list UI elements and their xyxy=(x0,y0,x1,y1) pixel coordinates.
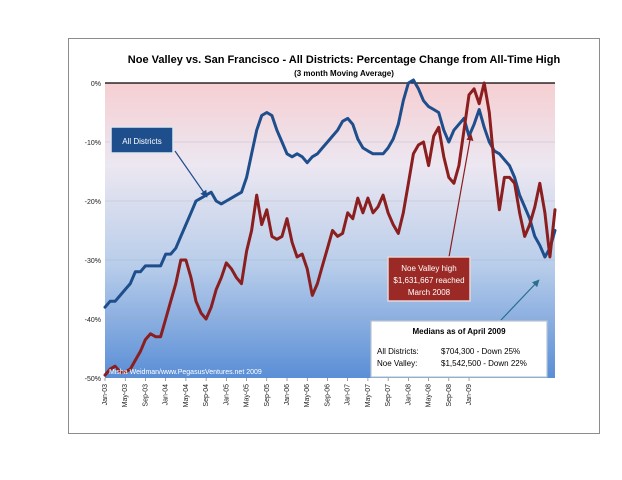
chart-frame: Noe Valley vs. San Francisco - All Distr… xyxy=(68,38,600,434)
medians-label-noe: Noe Valley: xyxy=(377,359,417,368)
all-districts-line xyxy=(103,78,557,309)
medians-label-all: All Districts: xyxy=(377,347,419,356)
x-axis-ticks: Jan-03 May-03 Sep-03 Jan-04 May-04 Sep-04 Jan-… xyxy=(102,378,473,407)
plot-area xyxy=(103,78,557,378)
noe-high-line-2: $1,631,667 reached xyxy=(393,276,464,285)
x-tick-label: Sep-04 xyxy=(203,384,210,407)
x-tick-label: May-08 xyxy=(426,384,433,407)
noe-high-line-3: March 2008 xyxy=(408,288,451,297)
chart-subtitle: (3 month Moving Average) xyxy=(294,69,394,78)
y-tick-label: -50% xyxy=(85,376,101,383)
credit-text: Misha Weidman/www.PegasusVentures.net 20… xyxy=(109,369,262,376)
y-tick-label: -20% xyxy=(85,199,101,206)
y-tick-label: 0% xyxy=(91,81,101,88)
annotation-noe-high: Noe Valley high $1,631,667 reached March… xyxy=(387,133,474,302)
x-tick-label: May-06 xyxy=(304,384,311,407)
chart-svg: Noe Valley vs. San Francisco - All Distr… xyxy=(85,54,561,407)
chart-title: Noe Valley vs. San Francisco - All Distr… xyxy=(128,54,561,66)
x-tick-label: Jan-03 xyxy=(102,384,109,406)
x-tick-label: May-07 xyxy=(365,384,372,407)
y-tick-label: -30% xyxy=(85,258,101,265)
noe-high-arrow xyxy=(448,133,474,258)
noe-high-line-1: Noe Valley high xyxy=(401,264,456,273)
y-tick-label: -10% xyxy=(85,140,101,147)
x-tick-label: May-04 xyxy=(183,384,190,407)
x-tick-label: Jan-07 xyxy=(345,384,352,406)
x-tick-label: Sep-08 xyxy=(446,384,453,407)
annotation-all-districts: All Districts xyxy=(110,126,208,198)
x-tick-label: Jan-09 xyxy=(466,384,473,406)
all-districts-box-label: All Districts xyxy=(122,137,162,146)
series-lines xyxy=(103,78,557,377)
x-tick-label: May-03 xyxy=(122,384,129,407)
medians-value-all: $704,300 - Down 25% xyxy=(441,347,520,356)
all-districts-arrow xyxy=(174,150,208,198)
y-tick-label: -40% xyxy=(85,317,101,324)
x-tick-label: Sep-05 xyxy=(264,384,271,407)
all-districts-box xyxy=(110,126,174,154)
x-tick-label: May-05 xyxy=(244,384,251,407)
annotation-medians: Medians as of April 2009 All Districts: … xyxy=(370,279,548,378)
medians-title: Medians as of April 2009 xyxy=(412,327,506,336)
medians-box xyxy=(370,320,548,378)
x-tick-label: Sep-07 xyxy=(385,384,392,407)
noe-valley-line xyxy=(103,81,557,377)
x-tick-label: Jan-05 xyxy=(223,384,230,406)
medians-value-noe: $1,542,500 - Down 22% xyxy=(441,359,527,368)
y-axis-ticks: 0% -10% -20% -30% -40% -50% xyxy=(85,81,101,383)
x-tick-label: Sep-06 xyxy=(324,384,331,407)
x-tick-label: Jan-04 xyxy=(163,384,170,406)
x-tick-label: Jan-08 xyxy=(405,384,412,406)
medians-arrow xyxy=(500,279,540,321)
x-tick-label: Sep-03 xyxy=(142,384,149,407)
noe-high-box xyxy=(387,256,471,302)
x-tick-label: Jan-06 xyxy=(284,384,291,406)
